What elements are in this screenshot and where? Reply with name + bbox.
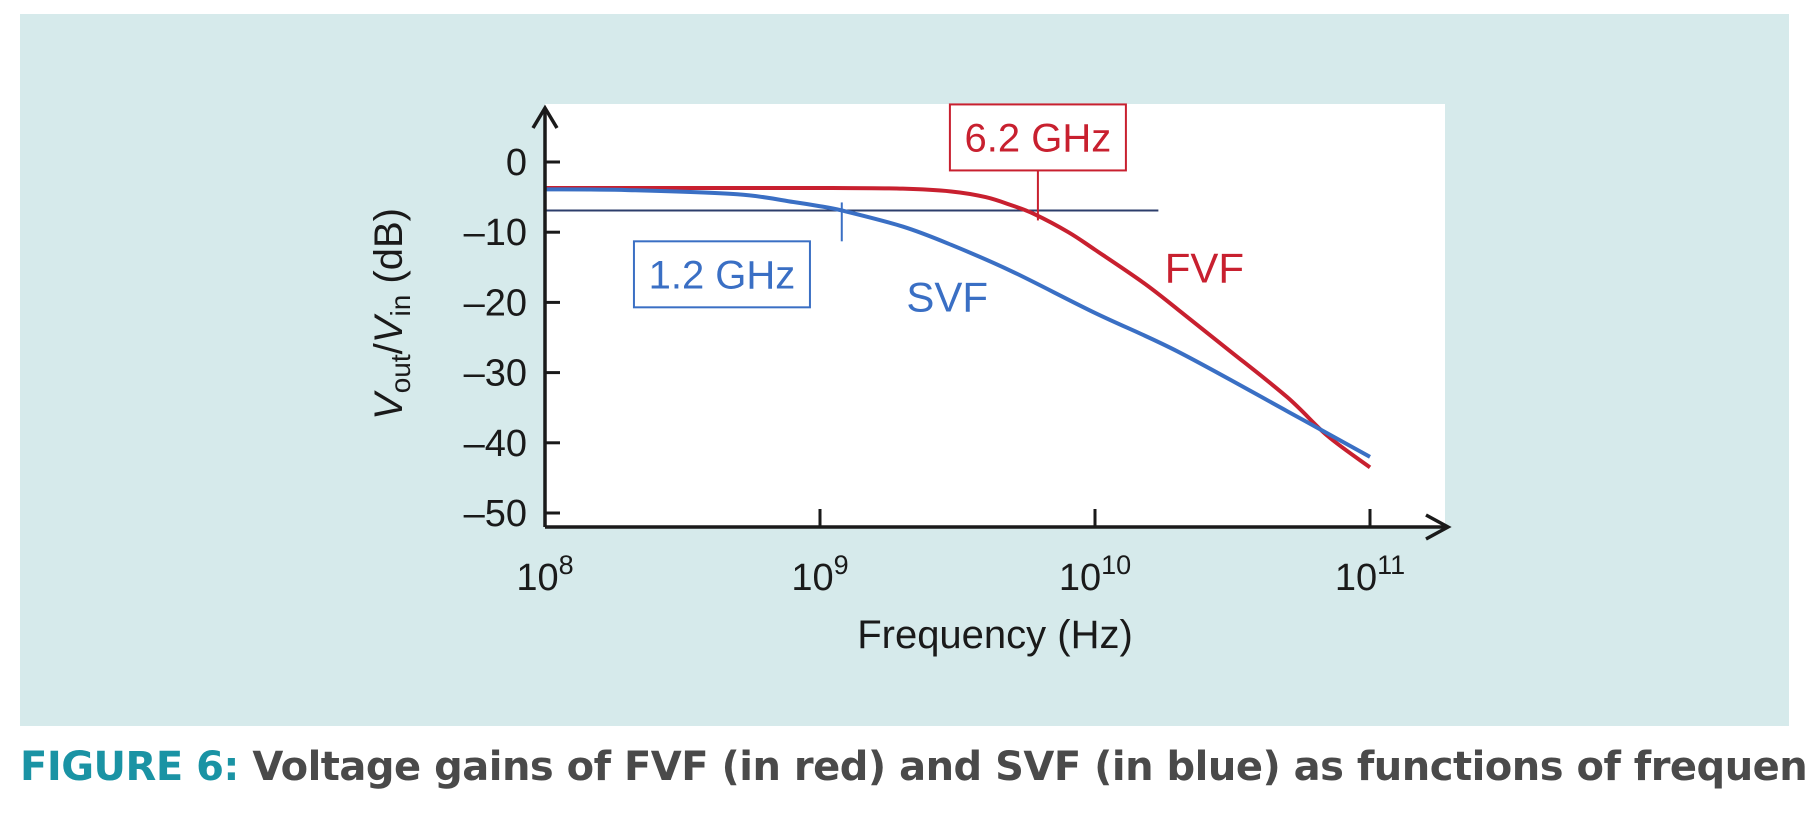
series-line-fvf bbox=[544, 185, 1372, 469]
y-axis-title-sub2: in bbox=[385, 295, 416, 317]
y-tick-label: –30 bbox=[464, 353, 527, 395]
y-tick-label: –40 bbox=[464, 423, 527, 465]
figure-label: FIGURE 6: bbox=[20, 744, 239, 790]
series-label-fvf: FVF bbox=[1165, 245, 1244, 292]
x-axis-title: Frequency (Hz) bbox=[857, 613, 1133, 657]
plot-area bbox=[545, 104, 1445, 527]
x-axis-arrow bbox=[1425, 513, 1452, 541]
annotation-label-6-2-ghz: 6.2 GHz bbox=[965, 116, 1112, 160]
y-tick-label: –50 bbox=[464, 493, 527, 535]
x-tick-label: 109 bbox=[791, 550, 848, 599]
x-tick-label: 1010 bbox=[1059, 550, 1131, 599]
figure-caption: FIGURE 6: Voltage gains of FVF (in red) … bbox=[20, 744, 1809, 790]
y-axis-title-v2: V bbox=[367, 313, 411, 343]
x-tick-label: 108 bbox=[516, 550, 573, 599]
annotation-box-6-2-ghz bbox=[948, 103, 1127, 172]
y-axis-title-slash: / bbox=[367, 342, 411, 354]
annotation-box-1-2-ghz bbox=[632, 240, 811, 309]
series-line-svf bbox=[544, 187, 1371, 459]
y-axis-arrow bbox=[531, 104, 559, 129]
y-axis-title-sub1: out bbox=[385, 354, 416, 393]
y-axis-title-v1: V bbox=[367, 390, 411, 420]
y-tick-label: 0 bbox=[506, 142, 527, 184]
voltage-gain-chart: 6.2 GHz 1.2 GHz FVF SVF 0 –10 –20 –30 –40 –50 108… bbox=[367, 103, 1452, 657]
x-tick-label: 1011 bbox=[1335, 550, 1405, 599]
y-axis-title: Vout/Vin (dB) bbox=[367, 208, 416, 420]
series-label-svf: SVF bbox=[906, 274, 988, 321]
annotation-label-1-2-ghz: 1.2 GHz bbox=[649, 253, 796, 297]
y-axis-title-unit: (dB) bbox=[367, 208, 411, 295]
y-tick-label: –20 bbox=[464, 282, 527, 324]
figure-caption-text: Voltage gains of FVF (in red) and SVF (i… bbox=[252, 744, 1809, 790]
y-tick-label: –10 bbox=[464, 212, 527, 254]
